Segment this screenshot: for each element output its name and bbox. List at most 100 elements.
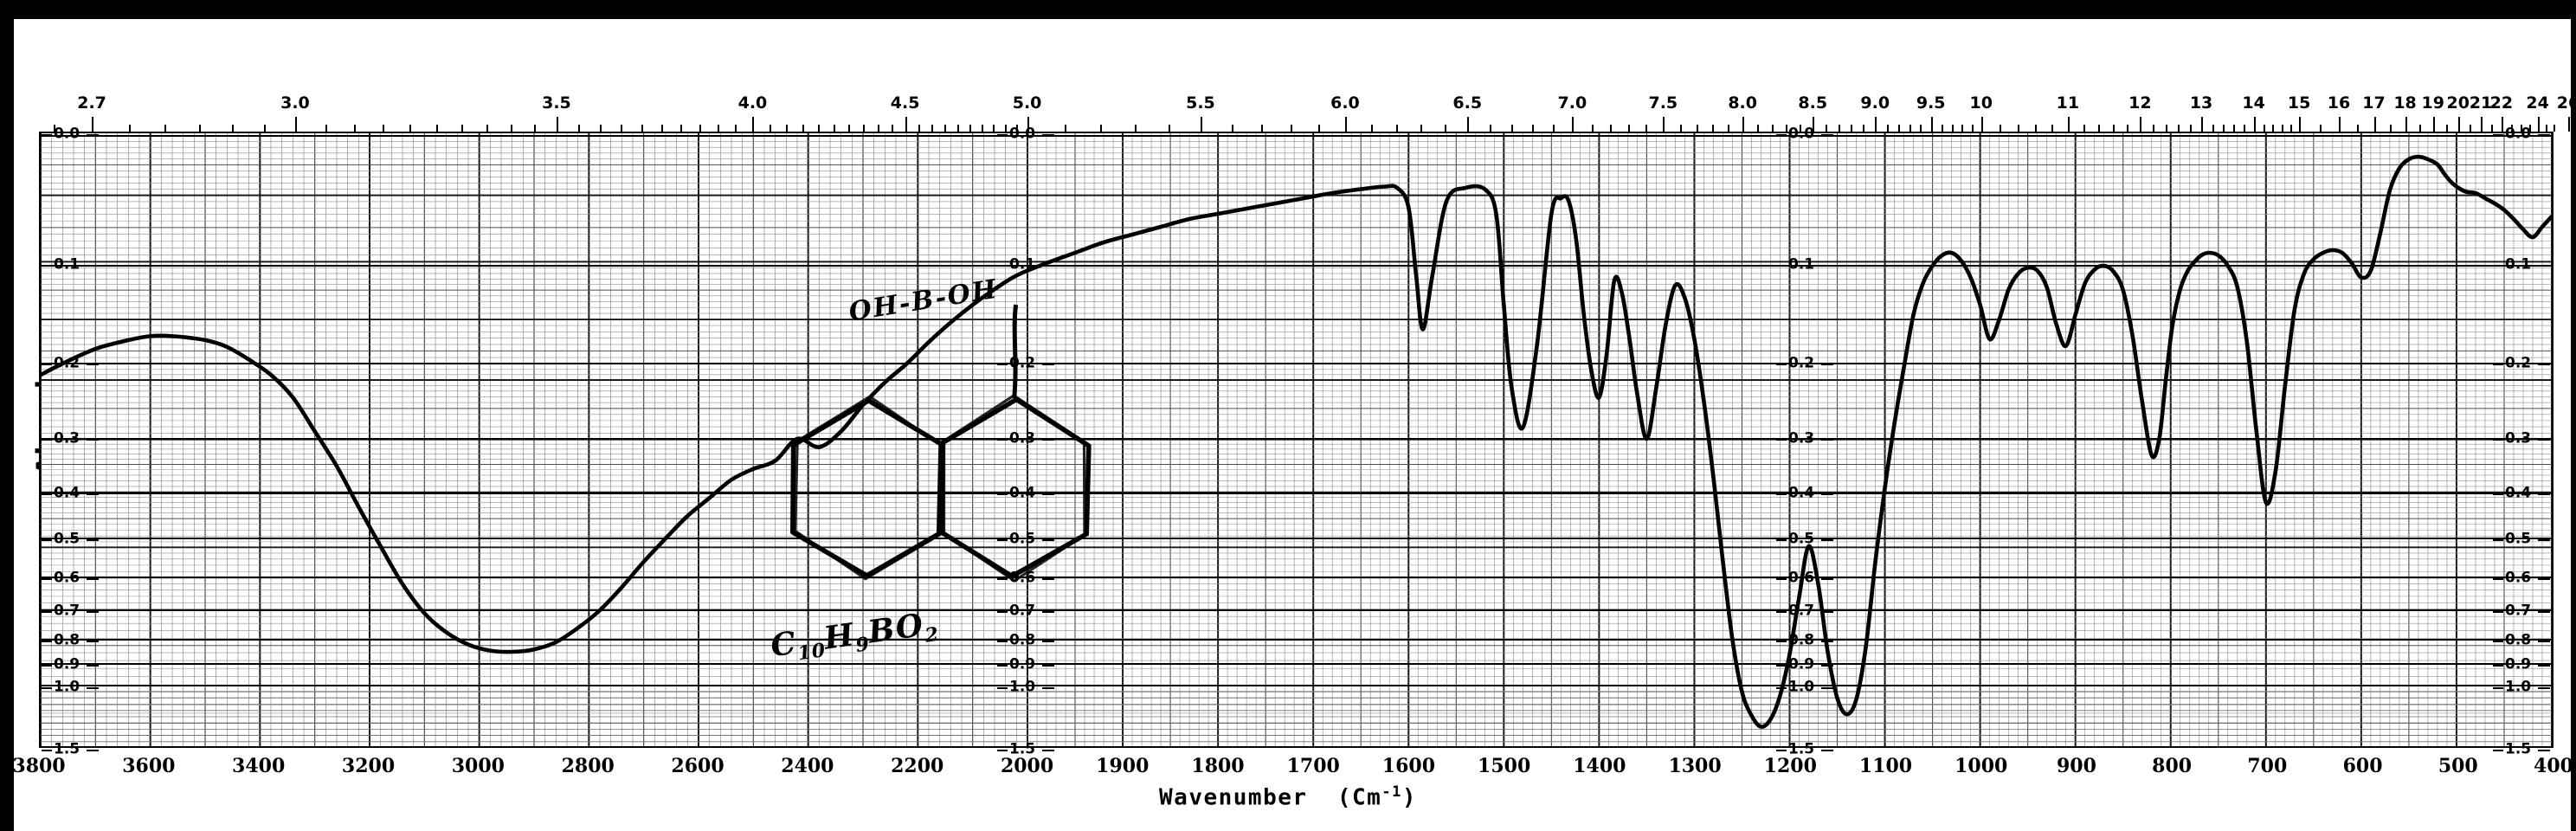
micron-tick-mark: [1467, 117, 1470, 132]
micron-minor-tick: [92, 125, 94, 132]
wavenumber-tick-label: 3800: [12, 755, 66, 777]
micron-tick-label: 14: [2242, 93, 2265, 113]
micron-tick-mark: [2140, 117, 2142, 132]
formula-c: C: [768, 624, 799, 665]
micron-tick-label: 3.0: [280, 93, 310, 113]
micron-tick-label: 13: [2189, 93, 2213, 113]
micron-tick-label: 4.5: [890, 93, 920, 113]
micron-tick-mark: [2501, 117, 2503, 132]
micron-tick-mark: [2339, 117, 2341, 132]
micron-minor-tick: [1064, 125, 1066, 132]
micron-tick-mark: [1663, 117, 1665, 132]
micron-minor-tick: [891, 125, 893, 132]
micron-minor-tick: [1886, 125, 1889, 132]
micron-minor-tick: [1711, 125, 1714, 132]
micron-minor-tick: [2405, 125, 2407, 132]
x-axis-title-main: Wavenumber: [1159, 784, 1308, 811]
micron-minor-tick: [2178, 125, 2180, 132]
micron-minor-tick: [264, 125, 267, 132]
micron-minor-tick: [1467, 125, 1470, 132]
micron-minor-tick: [1261, 125, 1264, 132]
micron-minor-tick: [699, 125, 701, 132]
micron-minor-tick: [1396, 125, 1399, 132]
micron-tick-label: 6.0: [1330, 93, 1360, 113]
micron-minor-tick: [1015, 125, 1018, 132]
micron-minor-tick: [461, 125, 464, 132]
micron-minor-tick: [2253, 125, 2256, 132]
micron-minor-tick: [1696, 125, 1698, 132]
micron-minor-tick: [1771, 125, 1774, 132]
micron-minor-tick: [660, 125, 663, 132]
micron-tick-label: 24: [2526, 93, 2549, 113]
micron-tick-label: 3.5: [542, 93, 571, 113]
micron-minor-tick: [817, 125, 820, 132]
micron-minor-tick: [1941, 125, 1943, 132]
micron-minor-tick: [931, 125, 934, 132]
micron-minor-tick: [1826, 125, 1828, 132]
micron-minor-tick: [2553, 125, 2555, 132]
micron-minor-tick: [802, 125, 804, 132]
micron-minor-tick: [556, 125, 558, 132]
micron-minor-tick: [1532, 125, 1535, 132]
micron-minor-tick: [354, 125, 357, 132]
wavenumber-tick-label: 400: [2534, 755, 2573, 777]
micron-minor-tick: [1813, 125, 1815, 132]
micron-minor-tick: [680, 125, 683, 132]
micron-minor-tick: [2263, 125, 2265, 132]
micron-minor-tick: [578, 125, 581, 132]
micron-minor-tick: [1489, 125, 1491, 132]
micron-minor-tick: [1628, 125, 1631, 132]
micron-minor-tick: [770, 125, 772, 132]
wavenumber-tick-label: 2600: [671, 755, 724, 777]
micron-minor-tick: [1371, 125, 1374, 132]
micron-tick-mark: [905, 117, 907, 132]
micron-tick-label: 5.5: [1186, 93, 1215, 113]
micron-tick-mark: [2299, 117, 2302, 132]
micron-tick-mark: [2481, 117, 2483, 132]
micron-minor-tick: [2166, 125, 2168, 132]
formula-o-sub: 2: [923, 622, 941, 647]
micron-minor-tick: [877, 125, 879, 132]
micron-tick-mark: [1200, 117, 1202, 132]
micron-minor-tick: [848, 125, 851, 132]
wavenumber-tick-label: 2200: [891, 755, 944, 777]
micron-tick-mark: [2067, 117, 2070, 132]
micron-minor-tick: [510, 125, 512, 132]
micron-minor-tick: [2457, 125, 2460, 132]
micron-minor-tick: [1897, 125, 1900, 132]
micron-minor-tick: [2233, 125, 2236, 132]
micron-minor-tick: [2299, 125, 2302, 132]
wavenumber-tick-label: 800: [2152, 755, 2193, 777]
micron-tick-label: 21: [2469, 93, 2493, 113]
micron-minor-tick: [2290, 125, 2293, 132]
micron-minor-tick: [1004, 125, 1007, 132]
micron-minor-tick: [2373, 125, 2376, 132]
micron-minor-tick: [1839, 125, 1841, 132]
micron-tick-mark: [92, 117, 94, 132]
micron-tick-mark: [1344, 117, 1347, 132]
micron-minor-tick: [2223, 125, 2225, 132]
scan-edge-top: [0, 0, 2576, 19]
micron-minor-tick: [717, 125, 719, 132]
absorbance-trace: [41, 133, 2552, 746]
micron-tick-label: 7.0: [1557, 93, 1587, 113]
micron-minor-tick: [969, 125, 971, 132]
wavenumber-tick-label: 1700: [1286, 755, 1340, 777]
micron-minor-tick: [2528, 125, 2531, 132]
micron-tick-label: 6.5: [1452, 93, 1483, 113]
micron-minor-tick: [1980, 125, 1983, 132]
molecular-structure-drawing: [790, 304, 1092, 583]
micron-minor-tick: [1679, 125, 1682, 132]
formula-o: O: [892, 606, 926, 647]
micron-minor-tick: [641, 125, 643, 132]
micron-minor-tick: [2432, 125, 2435, 132]
micron-minor-tick: [2481, 125, 2483, 132]
micron-minor-tick: [2140, 125, 2142, 132]
micron-minor-tick: [1909, 125, 1911, 132]
micron-minor-tick: [2546, 125, 2547, 132]
micron-minor-tick: [1875, 125, 1877, 132]
micron-minor-tick: [1742, 125, 1745, 132]
spectrum-plot-area: [39, 132, 2553, 748]
micron-minor-tick: [325, 125, 327, 132]
micron-tick-mark: [752, 117, 755, 132]
